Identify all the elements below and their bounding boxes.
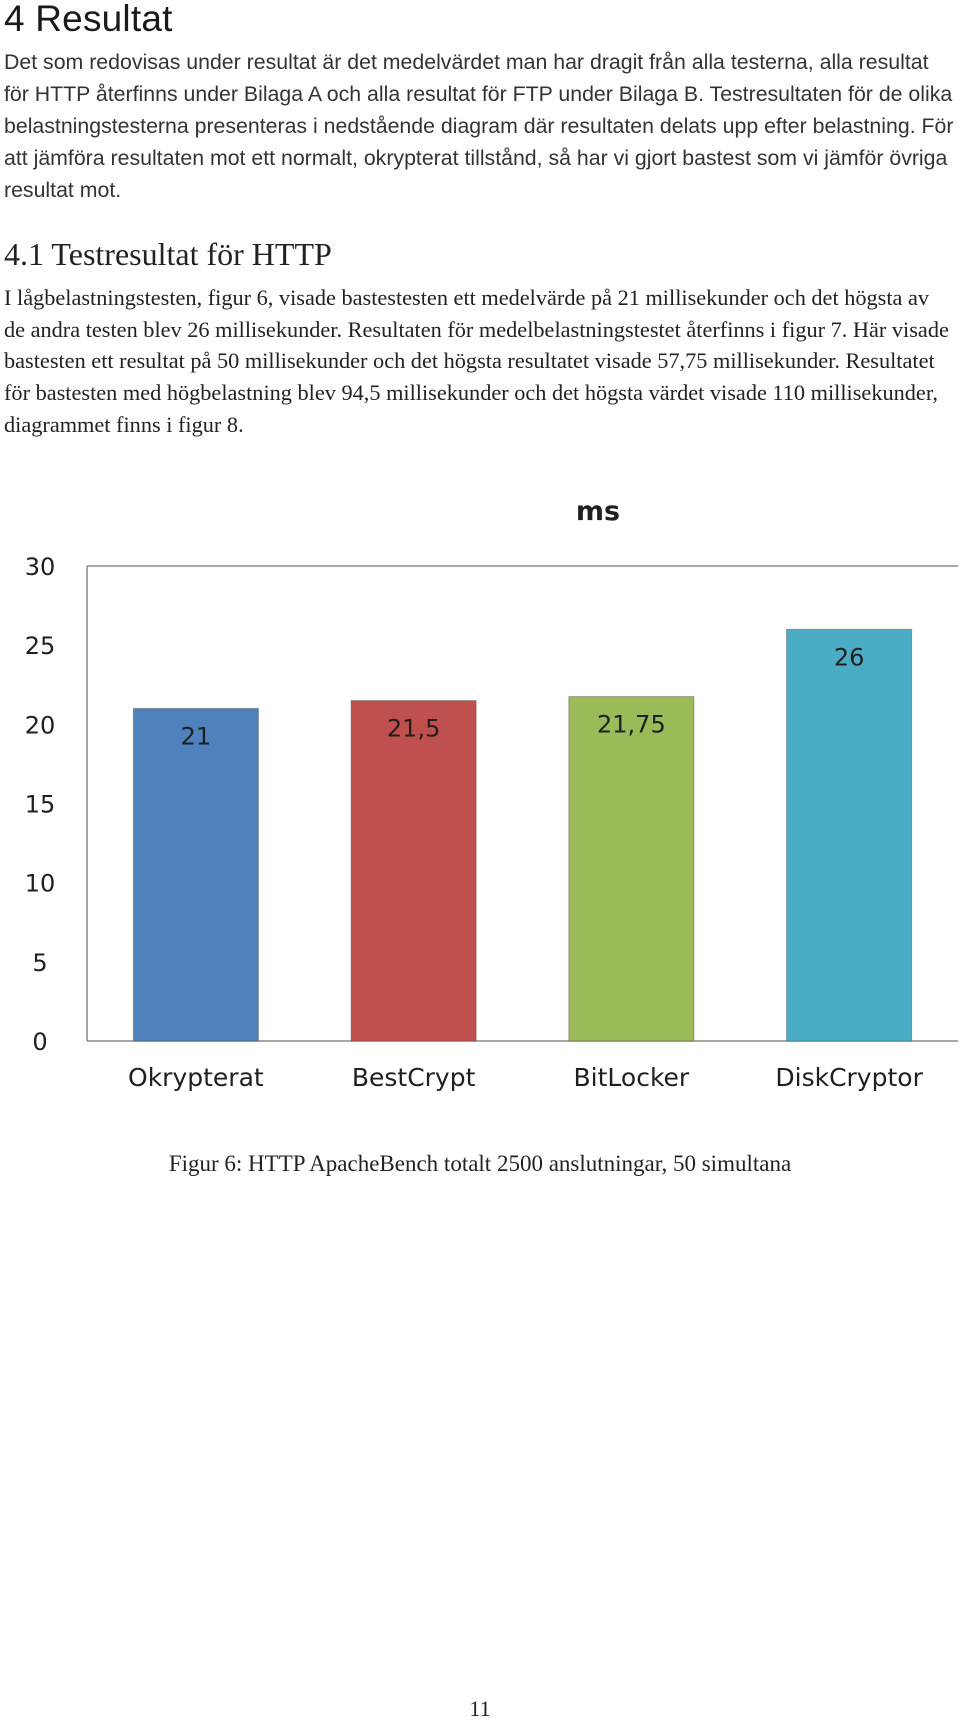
- y-tick-label: 30: [25, 553, 56, 581]
- x-tick-label: Okrypterat: [128, 1063, 264, 1092]
- bar-chart: ms 0 5 10 15 20 25 30 21 Okrypterat 21,5 BestCrypt 2…: [0, 490, 960, 1110]
- chart-title: ms: [576, 496, 620, 527]
- y-tick-label: 0: [32, 1028, 47, 1056]
- y-tick-label: 20: [25, 711, 56, 739]
- data-label: 21: [181, 723, 212, 751]
- chart-svg: ms 0 5 10 15 20 25 30 21 Okrypterat 21,5 BestCrypt 2…: [25, 496, 958, 1092]
- x-tick-label: DiskCryptor: [775, 1063, 923, 1092]
- y-tick-label: 15: [25, 791, 56, 819]
- y-tick-label: 5: [32, 949, 47, 977]
- data-label: 21,75: [597, 711, 666, 739]
- bar: [786, 628, 913, 1042]
- figure-caption: Figur 6: HTTP ApacheBench totalt 2500 an…: [168, 1151, 792, 1176]
- data-label: 21,5: [387, 715, 440, 743]
- x-tick-label: BitLocker: [574, 1063, 690, 1092]
- y-tick-label: 10: [25, 870, 56, 898]
- page-number: 11: [469, 1696, 491, 1721]
- bar: [568, 696, 695, 1042]
- x-tick-label: BestCrypt: [352, 1063, 476, 1092]
- http-results-paragraph: I lågbelastningstesten, figur 6, visade …: [4, 285, 949, 437]
- bar: [350, 700, 477, 1042]
- data-label: 26: [834, 643, 865, 671]
- y-tick-label: 25: [25, 632, 56, 660]
- subsection-heading: 4.1 Testresultat för HTTP: [4, 236, 332, 272]
- bar: [132, 708, 259, 1042]
- intro-paragraph: Det som redovisas under resultat är det …: [4, 50, 954, 202]
- section-heading: 4 Resultat: [4, 0, 173, 39]
